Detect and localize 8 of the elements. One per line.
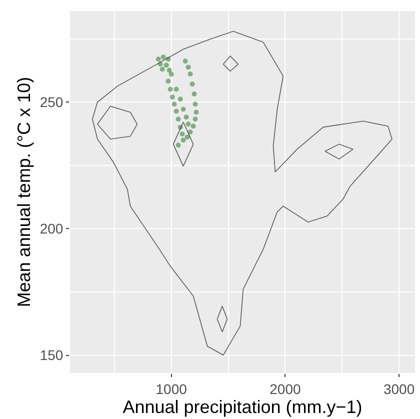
x-tick-label: 2000 bbox=[270, 380, 301, 397]
x-tick-label: 1000 bbox=[156, 380, 188, 397]
y-tick-label: 200 bbox=[40, 220, 64, 237]
y-tick-label: 250 bbox=[40, 94, 64, 110]
x-tick-label: 3000 bbox=[383, 380, 415, 397]
y-tick-label: 150 bbox=[40, 347, 64, 364]
y-axis-title: Mean annual temp. (°C x 10) bbox=[14, 76, 34, 308]
x-axis-title: Annual precipitation (mm.y−1) bbox=[122, 396, 362, 417]
